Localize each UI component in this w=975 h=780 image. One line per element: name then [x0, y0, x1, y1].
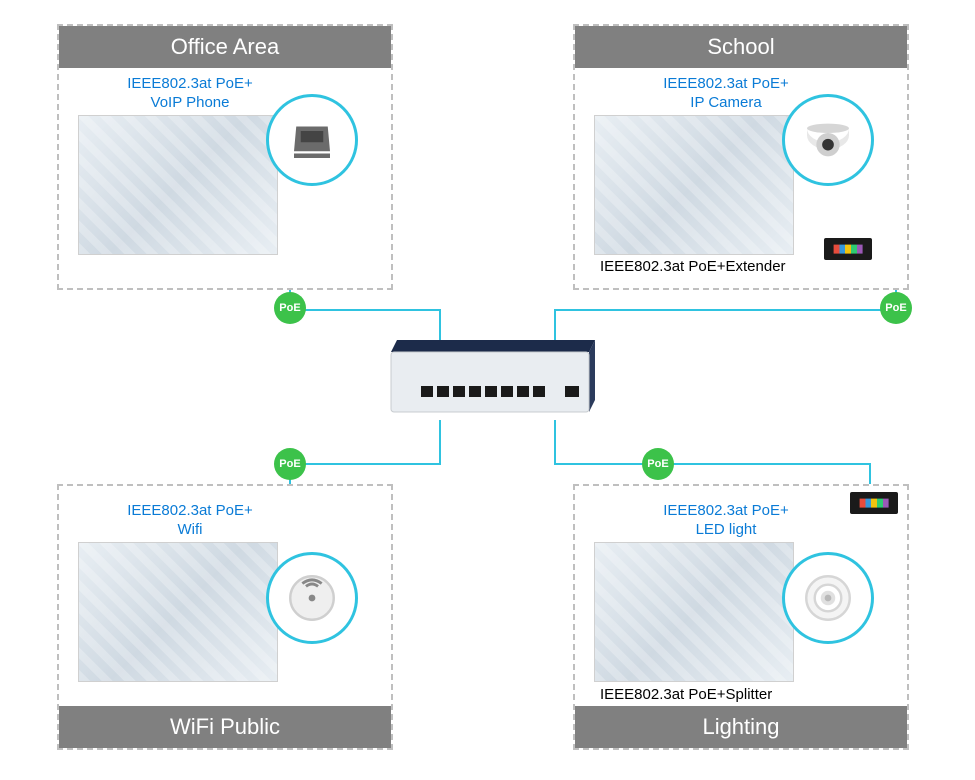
- label-line: LED light: [696, 521, 757, 538]
- sublabel-extender: IEEE802.3at PoE+Extender: [600, 258, 786, 275]
- sublabel-splitter: IEEE802.3at PoE+Splitter: [600, 686, 772, 703]
- poe-badge-lighting: PoE: [642, 448, 674, 480]
- label-line: VoIP Phone: [151, 94, 230, 111]
- scene-photo-school: [594, 115, 794, 255]
- device-label-lighting: IEEE802.3at PoE+ LED light: [636, 502, 816, 540]
- panel-header-office: Office Area: [59, 26, 391, 68]
- diagram-canvas: Office Area IEEE802.3at PoE+ VoIP Phone …: [0, 0, 975, 780]
- poe-badge-office: PoE: [274, 292, 306, 324]
- scene-photo-office: [78, 115, 278, 255]
- device-circle-camera: [782, 94, 874, 186]
- device-circle-voip: [266, 94, 358, 186]
- poe-badge-wifi: PoE: [274, 448, 306, 480]
- device-circle-led: [782, 552, 874, 644]
- wifi-icon: [283, 569, 341, 627]
- poe-badge-school: PoE: [880, 292, 912, 324]
- device-label-school: IEEE802.3at PoE+ IP Camera: [636, 75, 816, 113]
- poe-switch: [385, 340, 595, 422]
- switch-icon: [385, 340, 595, 422]
- device-circle-wifi-ap: [266, 552, 358, 644]
- light-icon: [799, 569, 857, 627]
- device-label-wifi: IEEE802.3at PoE+ Wifi: [100, 502, 280, 540]
- panel-header-wifi: WiFi Public: [59, 706, 391, 748]
- scene-photo-lighting: [594, 542, 794, 682]
- device-label-office: IEEE802.3at PoE+ VoIP Phone: [100, 75, 280, 113]
- label-line: Wifi: [178, 521, 203, 538]
- phone-icon: [285, 113, 339, 167]
- label-line: IEEE802.3at PoE+: [127, 75, 253, 92]
- label-line: IEEE802.3at PoE+: [663, 502, 789, 519]
- label-line: IEEE802.3at PoE+: [663, 75, 789, 92]
- panel-header-school: School: [575, 26, 907, 68]
- label-line: IEEE802.3at PoE+: [127, 502, 253, 519]
- extender-chip-icon: [824, 238, 872, 260]
- panel-header-lighting: Lighting: [575, 706, 907, 748]
- splitter-chip-icon: [850, 492, 898, 514]
- scene-photo-wifi: [78, 542, 278, 682]
- camera-icon: [800, 112, 856, 168]
- label-line: IP Camera: [690, 94, 761, 111]
